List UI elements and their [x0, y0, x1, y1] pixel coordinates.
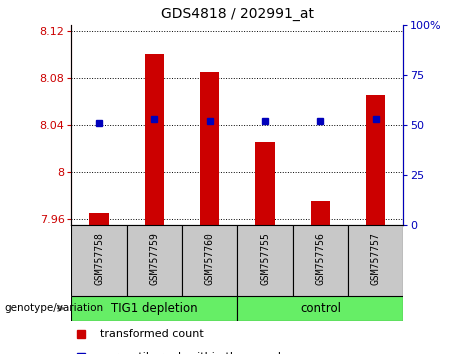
Bar: [89, 213, 109, 225]
Bar: [71, 225, 127, 296]
Text: control: control: [300, 302, 341, 315]
Text: percentile rank within the sample: percentile rank within the sample: [100, 352, 288, 354]
Bar: [348, 225, 403, 296]
Bar: [311, 201, 330, 225]
Bar: [200, 72, 219, 225]
Text: GSM757760: GSM757760: [205, 232, 215, 285]
Text: GSM757757: GSM757757: [371, 232, 381, 285]
Text: transformed count: transformed count: [100, 329, 203, 339]
Text: TIG1 depletion: TIG1 depletion: [111, 302, 198, 315]
Bar: [71, 296, 237, 321]
Bar: [237, 225, 293, 296]
Bar: [255, 142, 275, 225]
Text: genotype/variation: genotype/variation: [5, 303, 104, 313]
Bar: [237, 296, 403, 321]
Bar: [366, 95, 385, 225]
Bar: [293, 225, 348, 296]
Text: GSM757758: GSM757758: [94, 232, 104, 285]
Text: GSM757756: GSM757756: [315, 232, 325, 285]
Bar: [127, 225, 182, 296]
Bar: [145, 54, 164, 225]
Text: GSM757759: GSM757759: [149, 232, 160, 285]
Bar: [182, 225, 237, 296]
Text: GSM757755: GSM757755: [260, 232, 270, 285]
Title: GDS4818 / 202991_at: GDS4818 / 202991_at: [161, 7, 314, 21]
